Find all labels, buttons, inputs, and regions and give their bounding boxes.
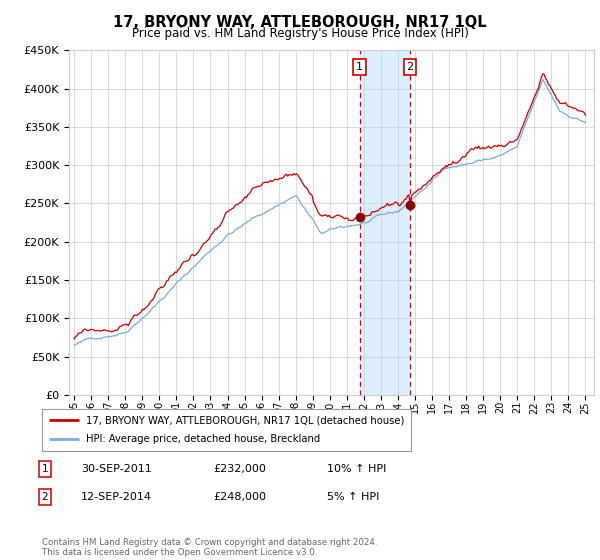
Text: HPI: Average price, detached house, Breckland: HPI: Average price, detached house, Brec… (86, 435, 320, 445)
Text: 1: 1 (356, 62, 363, 72)
Text: 10% ↑ HPI: 10% ↑ HPI (327, 464, 386, 474)
Text: 2: 2 (406, 62, 413, 72)
Text: 2: 2 (41, 492, 49, 502)
Text: 12-SEP-2014: 12-SEP-2014 (81, 492, 152, 502)
Text: Price paid vs. HM Land Registry's House Price Index (HPI): Price paid vs. HM Land Registry's House … (131, 27, 469, 40)
Text: Contains HM Land Registry data © Crown copyright and database right 2024.
This d: Contains HM Land Registry data © Crown c… (42, 538, 377, 557)
Bar (359, 50, 410, 395)
Text: 30-SEP-2011: 30-SEP-2011 (81, 464, 152, 474)
Text: 17, BRYONY WAY, ATTLEBOROUGH, NR17 1QL: 17, BRYONY WAY, ATTLEBOROUGH, NR17 1QL (113, 15, 487, 30)
Text: £248,000: £248,000 (213, 492, 266, 502)
Text: 5% ↑ HPI: 5% ↑ HPI (327, 492, 379, 502)
Text: £232,000: £232,000 (213, 464, 266, 474)
Text: 1: 1 (41, 464, 49, 474)
Text: 17, BRYONY WAY, ATTLEBOROUGH, NR17 1QL (detached house): 17, BRYONY WAY, ATTLEBOROUGH, NR17 1QL (… (86, 415, 404, 425)
